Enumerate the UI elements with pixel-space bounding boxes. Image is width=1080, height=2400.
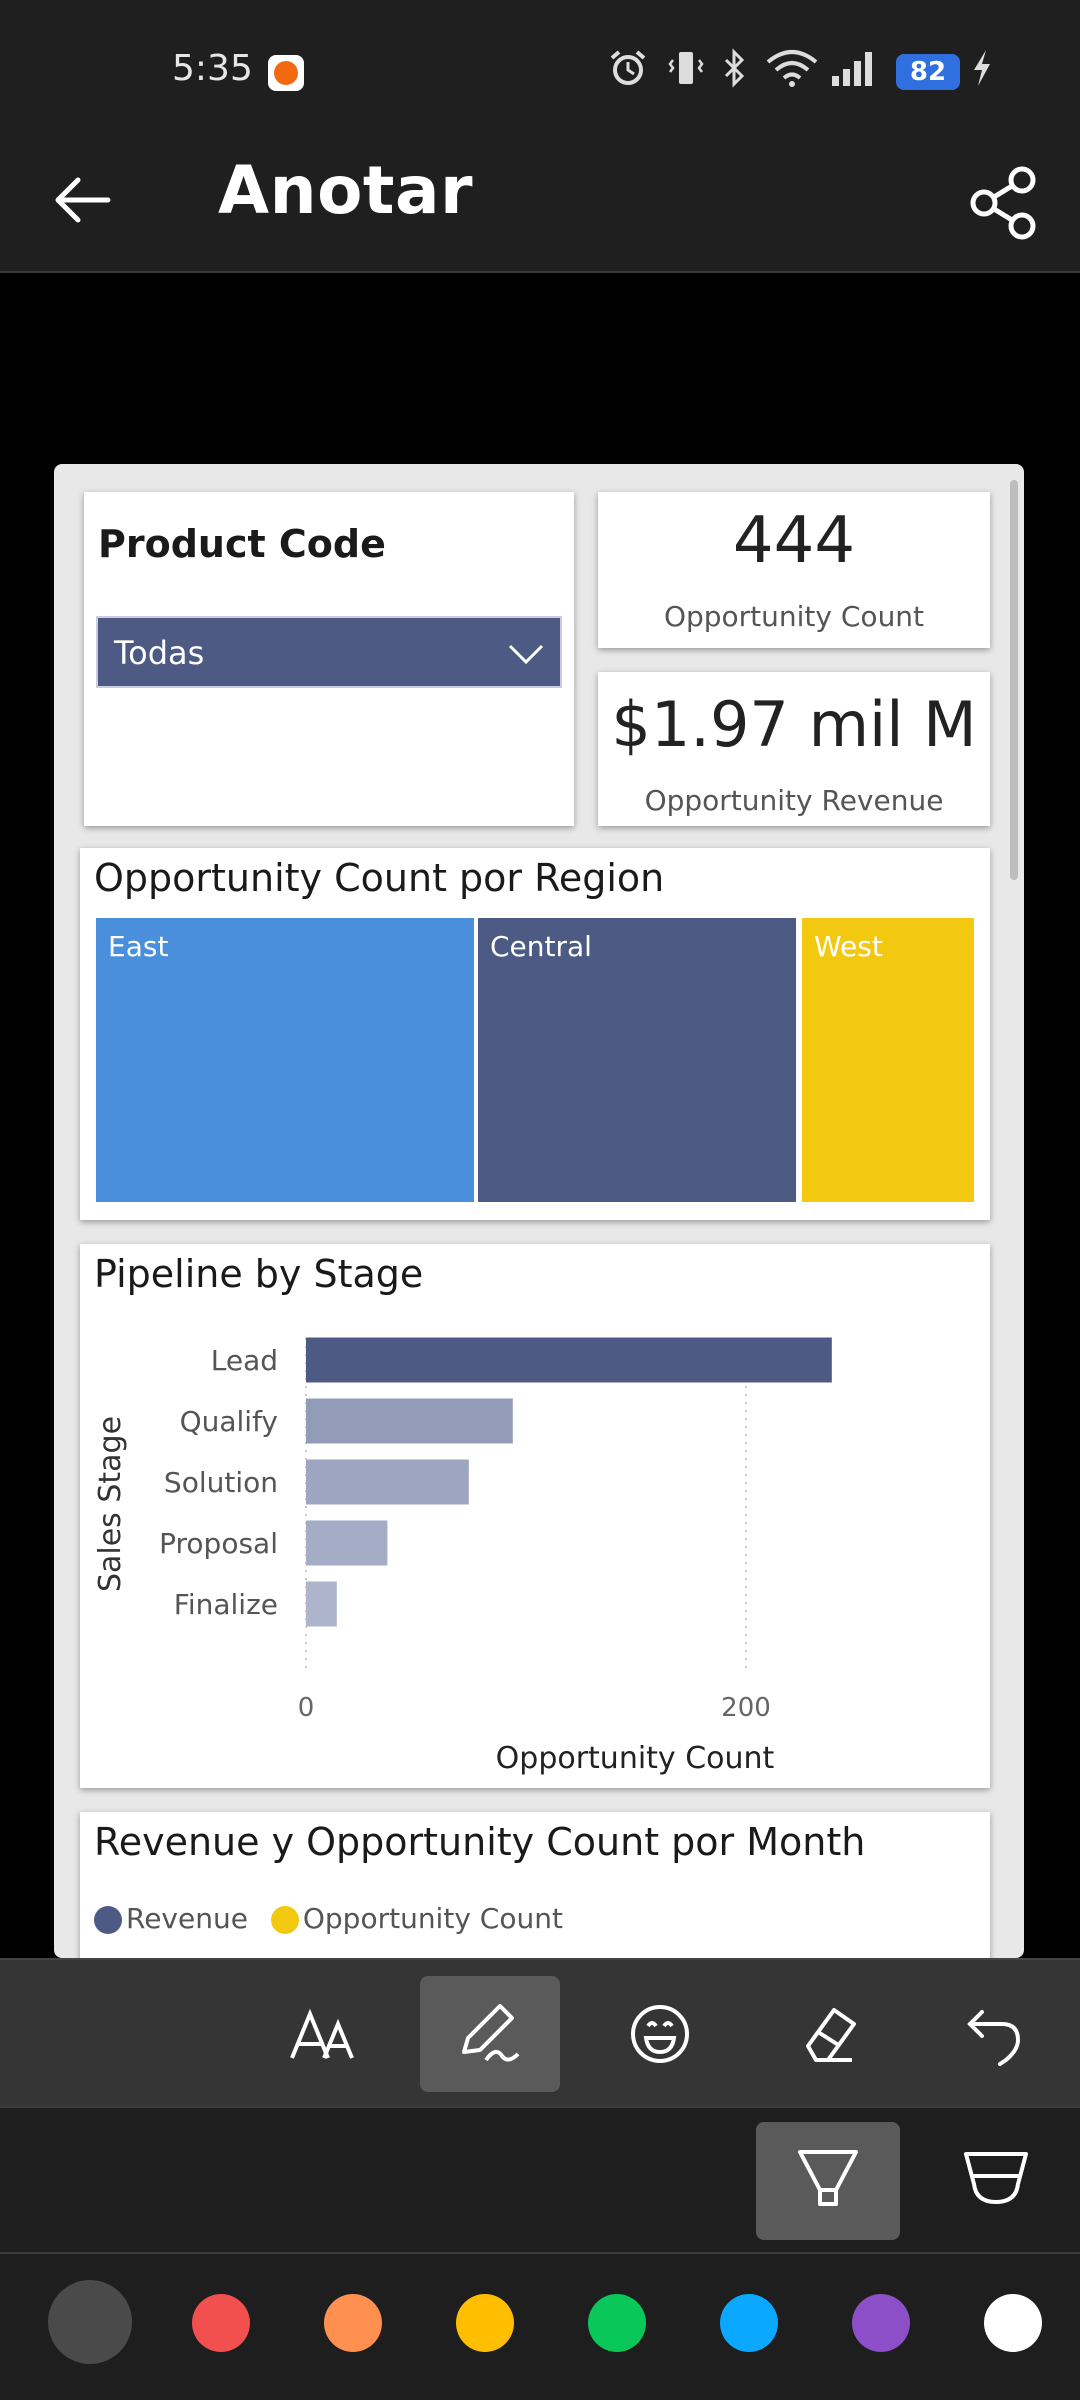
bar-solution[interactable] [306, 1459, 469, 1505]
category-label-solution: Solution [164, 1466, 278, 1499]
eraser-tool[interactable] [758, 1976, 898, 2092]
pipeline-by-stage-chart: Pipeline by Stage 0 200 Lead Qualify Solutio… [80, 1244, 990, 1788]
color-swatch[interactable] [984, 2294, 1042, 2352]
arrow-left-icon[interactable] [44, 160, 124, 240]
treemap-title: Opportunity Count por Region [94, 856, 665, 900]
bar-qualify[interactable] [306, 1398, 513, 1444]
kpi-revenue-label: Opportunity Revenue [644, 784, 944, 817]
bar-lead[interactable] [306, 1337, 832, 1383]
status-time: 5:35 [172, 48, 253, 89]
treemap-region: Opportunity Count por Region East Centra… [80, 848, 990, 1220]
vibrate-icon [668, 52, 704, 84]
bar-finalize[interactable] [306, 1581, 337, 1627]
treemap-label-central: Central [490, 930, 592, 963]
fine-marker-icon [798, 2150, 858, 2206]
kpi-opportunity-revenue: $1.97 mil M Opportunity Revenue [598, 672, 990, 826]
y-axis-label: Sales Stage [93, 1416, 128, 1592]
highlighter-tool[interactable] [924, 2122, 1068, 2240]
x-axis-label: Opportunity Count [496, 1741, 775, 1776]
category-label-finalize: Finalize [174, 1588, 278, 1621]
wifi-icon [766, 50, 818, 87]
kpi-revenue-value: $1.97 mil M [611, 688, 977, 761]
pipeline-plot: 0 200 Lead Qualify Solution Proposal Finalize O… [93, 1337, 832, 1776]
treemap-label-west: West [814, 930, 883, 963]
pipeline-title: Pipeline by Stage [94, 1252, 424, 1296]
alarm-icon [610, 50, 646, 85]
product-code-dropdown[interactable]: Todas [96, 616, 562, 688]
fine-marker-tool[interactable] [756, 2122, 900, 2240]
app-header: Anotar [0, 130, 1080, 273]
text-size-icon [290, 2008, 354, 2059]
category-label-proposal: Proposal [159, 1527, 278, 1560]
status-bar: 5:35 82 [0, 0, 1080, 130]
treemap-cell-east[interactable]: East [96, 918, 474, 1202]
revenue-opportunity-chart: Revenue y Opportunity Count por Month Re… [80, 1812, 990, 1958]
annotation-toolbar [0, 1958, 1080, 2106]
slicer-title: Product Code [98, 522, 386, 566]
pen-type-bar [0, 2106, 1080, 2254]
legend-label-opportunity-count: Opportunity Count [302, 1901, 563, 1935]
color-swatch[interactable] [588, 2294, 646, 2352]
chevron-down-icon [508, 644, 544, 665]
pen-tool[interactable] [420, 1976, 560, 2092]
kpi-count-label: Opportunity Count [663, 600, 925, 633]
revenue-chart-title: Revenue y Opportunity Count por Month [94, 1820, 866, 1864]
category-label-qualify: Qualify [180, 1405, 278, 1438]
page-title: Anotar [218, 152, 474, 229]
treemap-cell-central[interactable]: Central [478, 918, 796, 1202]
kpi-opportunity-count: 444 Opportunity Count [598, 492, 990, 648]
report-canvas[interactable]: Product Code Todas 444 Opportunity Count… [54, 464, 1024, 1958]
color-swatch[interactable] [456, 2294, 514, 2352]
emoji-tool[interactable] [590, 1976, 730, 2092]
battery-indicator: 82 [896, 54, 960, 90]
highlighter-icon [964, 2152, 1028, 2204]
emoji-icon [631, 2005, 689, 2063]
pen-icon [462, 2004, 520, 2062]
color-swatch[interactable] [852, 2294, 910, 2352]
legend-dot-revenue [94, 1905, 122, 1934]
text-size-tool[interactable] [254, 1976, 394, 2092]
color-swatch[interactable] [720, 2294, 778, 2352]
charging-icon [974, 50, 990, 86]
chart-legend: Revenue Opportunity Count [94, 1900, 577, 1935]
color-palette [0, 2254, 1080, 2400]
treemap-label-east: East [108, 930, 169, 963]
legend-label-revenue: Revenue [126, 1901, 248, 1935]
eraser-icon [806, 2008, 856, 2062]
color-swatch[interactable] [324, 2294, 382, 2352]
dropdown-value: Todas [114, 634, 205, 672]
legend-entry-opportunity-count: Opportunity Count [270, 1901, 563, 1935]
kpi-count-value: 444 [732, 504, 856, 578]
category-label-lead: Lead [211, 1344, 278, 1377]
legend-entry-revenue: Revenue [94, 1902, 248, 1935]
color-swatch[interactable] [192, 2294, 250, 2352]
color-swatch[interactable] [48, 2280, 132, 2364]
bar-proposal[interactable] [306, 1520, 388, 1566]
x-tick-label: 0 [298, 1693, 315, 1723]
treemap-cell-west[interactable]: West [802, 918, 974, 1202]
report-scrollbar[interactable] [1010, 480, 1018, 880]
bluetooth-icon [724, 48, 745, 88]
x-tick-label: 200 [721, 1693, 771, 1723]
signal-icon [832, 52, 872, 86]
legend-dot-opportunity-count [270, 1905, 299, 1934]
app-notification-icon [268, 55, 304, 91]
undo-tool[interactable] [926, 1976, 1066, 2092]
share-icon[interactable] [960, 158, 1050, 248]
product-code-slicer: Product Code Todas [84, 492, 574, 826]
undo-icon [967, 2010, 1021, 2066]
